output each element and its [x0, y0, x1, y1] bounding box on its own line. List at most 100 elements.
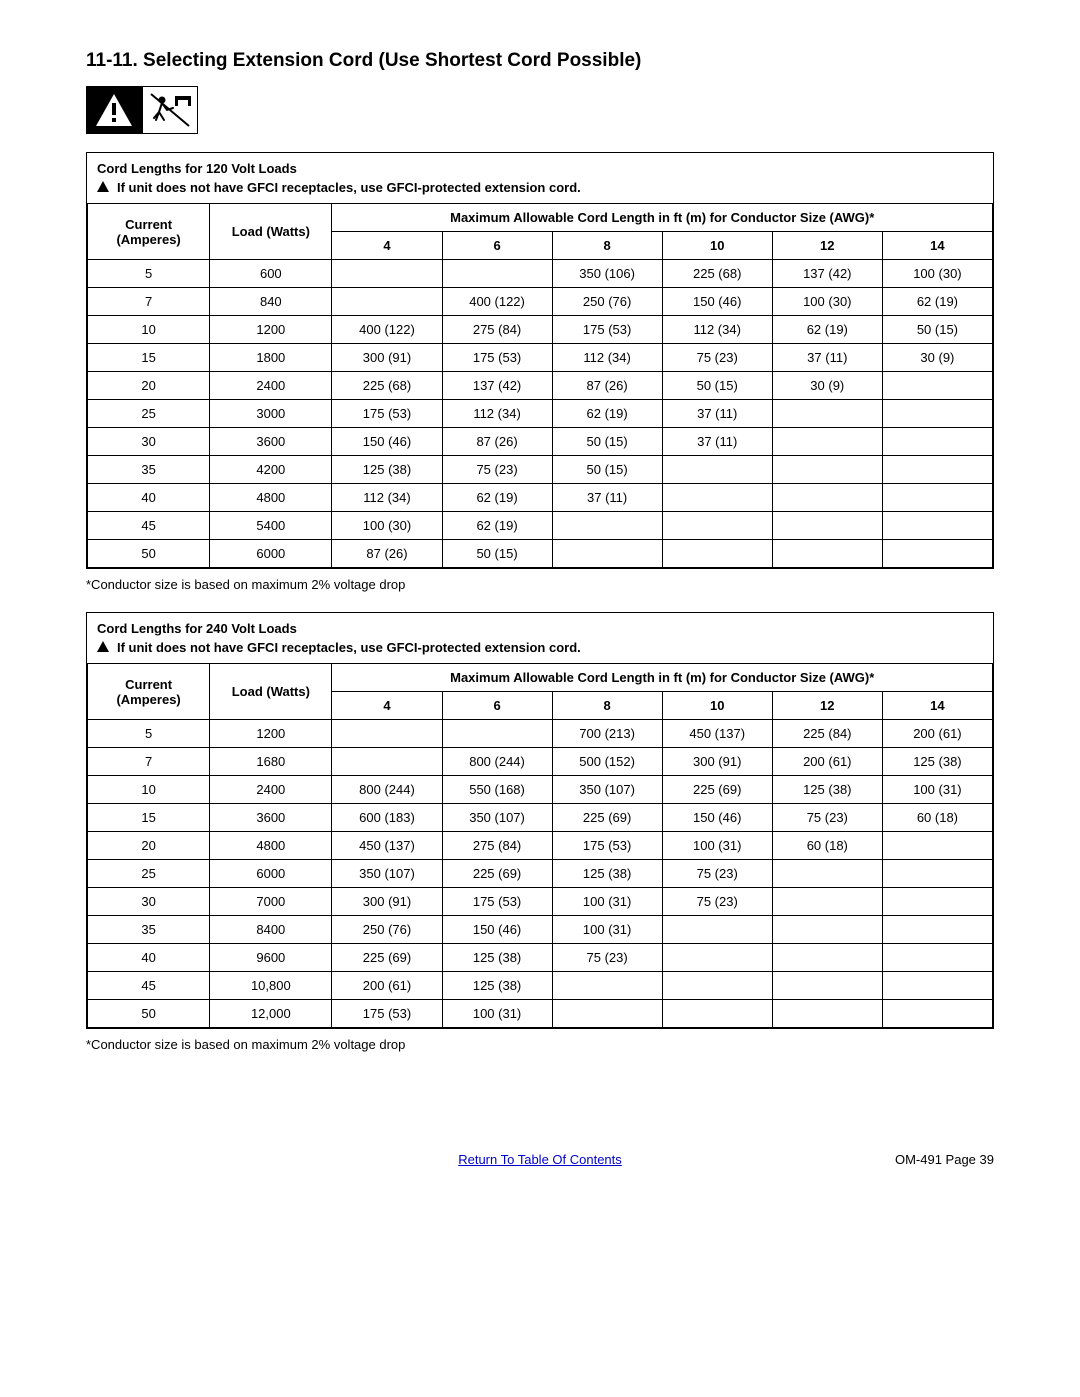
page-footer: Return To Table Of Contents OM-491 Page … — [86, 1152, 994, 1167]
cell-length — [772, 484, 882, 512]
col-load: Load (Watts) — [210, 664, 332, 720]
cell-length: 75 (23) — [442, 456, 552, 484]
cell-length: 75 (23) — [662, 344, 772, 372]
cell-length — [772, 944, 882, 972]
cell-length: 100 (31) — [552, 916, 662, 944]
cell-current: 30 — [88, 428, 210, 456]
cell-length — [552, 512, 662, 540]
cell-length: 137 (42) — [442, 372, 552, 400]
cell-current: 35 — [88, 916, 210, 944]
cell-load: 1200 — [210, 720, 332, 748]
cell-load: 1800 — [210, 344, 332, 372]
cell-length: 37 (11) — [662, 428, 772, 456]
footnote-240v: *Conductor size is based on maximum 2% v… — [86, 1037, 994, 1052]
cell-length — [552, 1000, 662, 1028]
footnote-120v: *Conductor size is based on maximum 2% v… — [86, 577, 994, 592]
cell-length: 225 (69) — [662, 776, 772, 804]
cell-length: 75 (23) — [662, 888, 772, 916]
cell-length: 150 (46) — [662, 288, 772, 316]
cell-length: 62 (19) — [442, 512, 552, 540]
col-awg: 10 — [662, 692, 772, 720]
cell-length: 37 (11) — [662, 400, 772, 428]
cell-length: 87 (26) — [552, 372, 662, 400]
cell-length: 175 (53) — [442, 888, 552, 916]
table-240v-warning-text: If unit does not have GFCI receptacles, … — [117, 640, 581, 655]
cell-length: 350 (106) — [552, 260, 662, 288]
cell-length — [882, 916, 992, 944]
cell-length: 250 (76) — [552, 288, 662, 316]
cell-length: 600 (183) — [332, 804, 442, 832]
cell-length — [332, 720, 442, 748]
cell-length — [662, 540, 772, 568]
cell-length: 87 (26) — [332, 540, 442, 568]
cell-length: 100 (30) — [332, 512, 442, 540]
col-awg: 14 — [882, 692, 992, 720]
cell-length: 125 (38) — [442, 972, 552, 1000]
cell-length: 125 (38) — [552, 860, 662, 888]
table-120v-warning: If unit does not have GFCI receptacles, … — [97, 180, 983, 195]
cell-length: 125 (38) — [772, 776, 882, 804]
cell-length: 62 (19) — [882, 288, 992, 316]
moving-parts-icon — [142, 86, 198, 134]
safety-icons — [86, 86, 994, 134]
cell-length: 200 (61) — [772, 748, 882, 776]
cell-current: 50 — [88, 540, 210, 568]
warning-triangle-icon — [86, 86, 142, 134]
cell-load: 2400 — [210, 776, 332, 804]
cell-length: 150 (46) — [332, 428, 442, 456]
col-awg: 6 — [442, 692, 552, 720]
cell-current: 20 — [88, 832, 210, 860]
cell-length: 30 (9) — [882, 344, 992, 372]
cell-load: 10,800 — [210, 972, 332, 1000]
cell-length: 150 (46) — [662, 804, 772, 832]
cell-length — [662, 916, 772, 944]
cell-current: 7 — [88, 748, 210, 776]
cell-length: 350 (107) — [332, 860, 442, 888]
cell-length — [662, 944, 772, 972]
cell-length — [882, 456, 992, 484]
cell-length — [772, 428, 882, 456]
table-120v-warning-text: If unit does not have GFCI receptacles, … — [117, 180, 581, 195]
cell-length: 450 (137) — [662, 720, 772, 748]
cell-length: 100 (31) — [662, 832, 772, 860]
cell-current: 40 — [88, 484, 210, 512]
cell-length: 350 (107) — [552, 776, 662, 804]
cell-length — [882, 512, 992, 540]
cell-length — [772, 400, 882, 428]
cell-length: 250 (76) — [332, 916, 442, 944]
toc-link[interactable]: Return To Table Of Contents — [458, 1152, 622, 1167]
cell-length: 62 (19) — [772, 316, 882, 344]
cell-current: 35 — [88, 456, 210, 484]
col-awg: 10 — [662, 232, 772, 260]
cell-length: 225 (69) — [442, 860, 552, 888]
cell-length — [882, 400, 992, 428]
cell-load: 3000 — [210, 400, 332, 428]
cell-length — [662, 512, 772, 540]
cell-length — [772, 512, 882, 540]
cell-length: 60 (18) — [772, 832, 882, 860]
cell-length: 50 (15) — [662, 372, 772, 400]
cell-load: 1200 — [210, 316, 332, 344]
cell-length: 175 (53) — [442, 344, 552, 372]
cell-length: 62 (19) — [552, 400, 662, 428]
warning-caret-icon — [97, 180, 109, 195]
cell-length — [772, 540, 882, 568]
cell-length — [662, 1000, 772, 1028]
cell-length: 550 (168) — [442, 776, 552, 804]
cell-current: 40 — [88, 944, 210, 972]
col-span-header: Maximum Allowable Cord Length in ft (m) … — [332, 664, 993, 692]
cell-length: 175 (53) — [552, 316, 662, 344]
cell-length: 50 (15) — [882, 316, 992, 344]
cell-load: 8400 — [210, 916, 332, 944]
cell-load: 6000 — [210, 860, 332, 888]
cell-current: 10 — [88, 776, 210, 804]
cell-load: 600 — [210, 260, 332, 288]
table-120v: Cord Lengths for 120 Volt Loads If unit … — [86, 152, 994, 569]
cell-length — [332, 748, 442, 776]
cell-length — [442, 260, 552, 288]
cell-length: 100 (31) — [442, 1000, 552, 1028]
cell-length — [882, 484, 992, 512]
cell-length: 112 (34) — [662, 316, 772, 344]
cell-length: 100 (31) — [882, 776, 992, 804]
col-load: Load (Watts) — [210, 204, 332, 260]
